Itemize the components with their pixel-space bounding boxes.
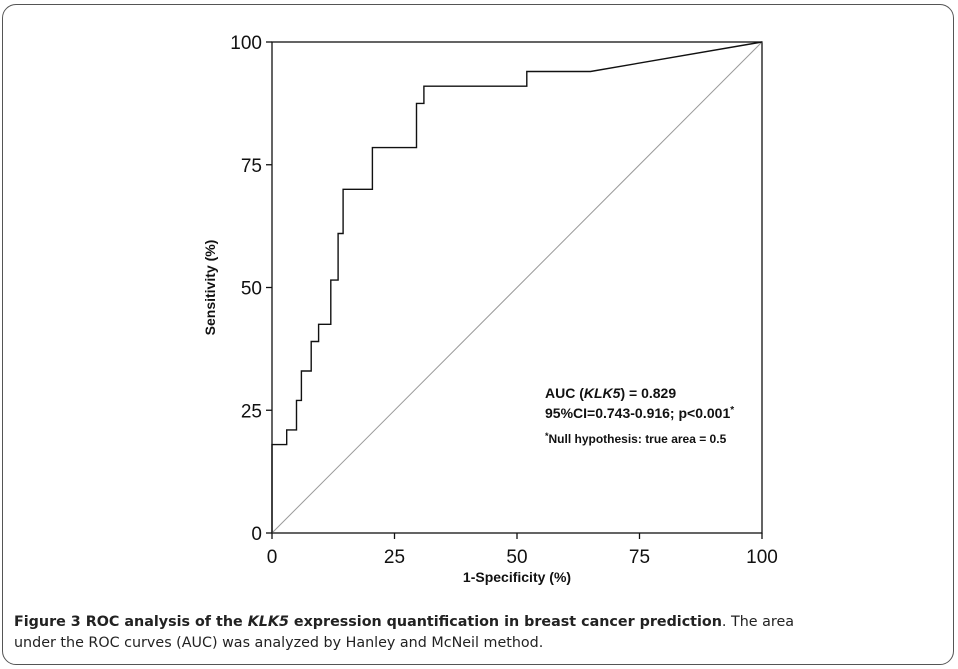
caption-label: Figure 3 bbox=[14, 614, 81, 630]
y-tick-label: 25 bbox=[241, 401, 262, 422]
x-axis-label: 1-Specificity (%) bbox=[463, 569, 571, 585]
y-tick-label: 50 bbox=[241, 279, 262, 300]
caption-line-1: Figure 3 ROC analysis of the KLK5 expres… bbox=[14, 612, 944, 633]
reference-diagonal-line bbox=[271, 41, 763, 534]
y-tick-label: 75 bbox=[241, 156, 262, 177]
figure-caption: Figure 3 ROC analysis of the KLK5 expres… bbox=[14, 612, 944, 654]
caption-body-line1: . The area bbox=[721, 614, 795, 630]
y-tick-label: 0 bbox=[251, 524, 262, 545]
caption-title-italic: KLK5 bbox=[247, 614, 289, 630]
x-tick-label: 0 bbox=[267, 547, 278, 568]
x-tick-label: 75 bbox=[629, 547, 650, 568]
y-axis-label: Sensitivity (%) bbox=[202, 240, 218, 336]
ci-annotation: 95%CI=0.743-0.916; p<0.001* bbox=[545, 405, 734, 421]
caption-title-after: expression quantification in breast canc… bbox=[288, 614, 722, 630]
x-tick-label: 50 bbox=[506, 547, 527, 568]
x-tick-label: 25 bbox=[384, 547, 405, 568]
roc-curve bbox=[271, 41, 763, 533]
figure-frame bbox=[2, 4, 954, 665]
caption-line-2: under the ROC curves (AUC) was analyzed … bbox=[14, 635, 544, 651]
null-hypothesis-annotation: *Null hypothesis: true area = 0.5 bbox=[545, 431, 727, 446]
y-tick-label: 100 bbox=[230, 33, 262, 54]
x-tick-label: 100 bbox=[746, 547, 778, 568]
caption-title-before: ROC analysis of the bbox=[85, 614, 248, 630]
auc-annotation: AUC (KLK5) = 0.829 bbox=[545, 385, 676, 401]
